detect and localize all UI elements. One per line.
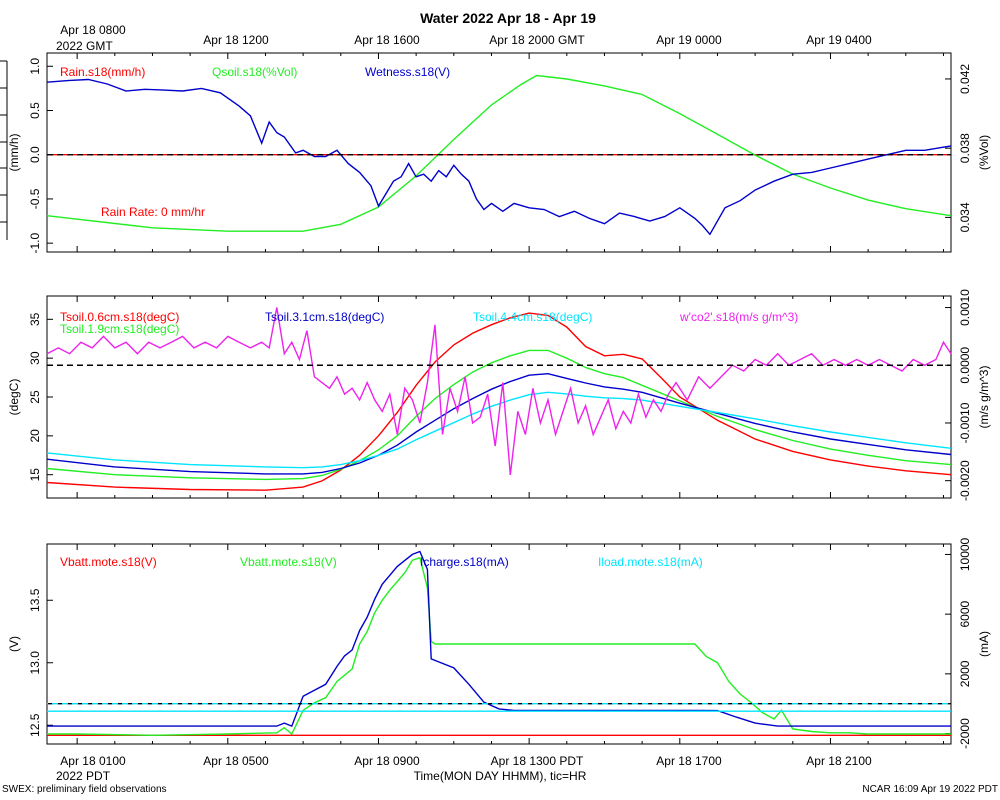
bottom-axis-label: Apr 18 1300 PDT [491,754,584,768]
y-right-tick-label: 0.042 [958,64,972,94]
legend-1: Rain.s18(mm/h) [60,65,145,79]
top-axis-label: Apr 18 0800 [60,23,126,37]
series-line-3 [47,550,951,728]
series-line-3 [46,78,952,236]
legend-2: Vbatt.mote.s18(V) [240,555,337,569]
rain-rate-annotation: Rain Rate: 0 mm/hr [101,205,205,219]
series-line-2 [46,349,952,481]
y-left-tick-label: 1.0 [28,58,42,75]
panel-frame [46,543,952,745]
y-left-tick-label: 13.5 [28,588,42,612]
y-left-tick-label: 13.0 [28,651,42,675]
y-right-tick-label: 6000 [958,600,972,627]
bottom-axis-label: Apr 18 0500 [203,754,269,768]
legend-3: Icharge.s18(mA) [420,555,509,569]
panel-frame [46,52,952,253]
panel-3: 13.5 13.0 12.5 10000 6000 2000 -2000 (V) (mA) Vba… [7,537,991,748]
legend-2: Tsoil.3.1cm.s18(degC) [265,310,384,324]
bottom-axis-label: Apr 18 1700 [656,754,722,768]
y-left-label: (V) [7,636,21,652]
footer-left: SWEX: preliminary field observations [2,784,167,795]
footer-right: NCAR 16:09 Apr 19 2022 PDT [862,784,998,795]
x-axis-label: Time(MON DAY HHMM), tic=HR [414,769,587,783]
series-line-5 [46,307,952,475]
legend-3: Tsoil.4.4cm.s18(degC) [473,310,592,324]
panel-2: 35 30 25 20 15 0.0010 0.0000 -0.0010 -0.0020 (deg… [7,289,991,501]
top-axis-label: Apr 19 0400 [806,33,872,47]
bottom-axis-label: Apr 18 2100 [806,754,872,768]
series-line-1 [46,312,952,491]
panel-frame [46,295,952,499]
y-right-tick-label: -0.0010 [958,402,972,443]
series-line-4 [46,391,952,469]
y-right-label: (m/s g/m^3) [977,366,991,429]
y-left-tick-label: 30 [28,351,42,365]
chart-title: Water 2022 Apr 18 - Apr 19 [420,10,596,26]
y-right-tick-label: -2000 [958,718,972,749]
bottom-axis-label: Apr 18 0100 [60,754,126,768]
y-right-label: (mA) [977,631,991,657]
legend-5: Tsoil.1.9cm.s18(degC) [60,322,179,336]
y-left-tick-label: 35 [28,312,42,326]
top-time-axis: Apr 18 0800 Apr 18 1200 Apr 18 1600 Apr 18 … [56,23,872,53]
y-left-tick-label: 15 [28,468,42,482]
series-line-2 [46,74,952,232]
y-right-tick-label: 10000 [958,537,972,571]
y-right-tick-label: 0.034 [958,202,972,232]
legend-3: Wetness.s18(V) [365,65,450,79]
bottom-axis-label: Apr 18 0900 [354,754,420,768]
y-left-tick-label: 20 [28,429,42,443]
y-left-tick-label: -1.0 [28,232,42,253]
top-axis-label: Apr 19 0000 [656,33,722,47]
top-axis-year-label: 2022 GMT [56,39,113,53]
y-right-tick-label: -0.0020 [958,460,972,501]
y-right-label: (%Vol) [977,135,991,170]
y-left-tick-label: 25 [28,390,42,404]
top-axis-label: Apr 18 2000 GMT [489,33,585,47]
y-right-tick-label: 0.0000 [958,347,972,384]
legend-4: Iload.mote.s18(mA) [598,555,703,569]
y-right-tick-label: 0.0010 [958,289,972,326]
legend-1: Tsoil.0.6cm.s18(degC) [60,310,179,324]
legend-1: Vbatt.mote.s18(V) [60,555,157,569]
y-left-label: (mm/h) [7,134,21,172]
bottom-time-axis: Apr 18 0100 Apr 18 0500 Apr 18 0900 Apr 18 … [56,754,872,783]
legend-2: Qsoil.s18(%Vol) [212,65,297,79]
top-axis-label: Apr 18 1200 [203,33,269,47]
legend-4: w'co2'.s18(m/s g/m^3) [679,310,798,324]
y-left-label: (degC) [7,379,21,416]
top-axis-label: Apr 18 1600 [354,33,420,47]
y-right-tick-label: 0.038 [958,133,972,163]
y-right-tick-label: 2000 [958,660,972,687]
panels: 1.0 0.5 0.0 -0.5 -1.0 0.042 0.038 0.034 (mm/h) (%… [0,52,991,749]
series-line-3 [46,372,952,475]
y-left-tick-label: 0.0 [28,146,42,163]
bottom-axis-year-label: 2022 PDT [56,769,111,783]
y-left-tick-label: 12.5 [28,713,42,737]
panel-1: 1.0 0.5 0.0 -0.5 -1.0 0.042 0.038 0.034 (mm/h) (%… [7,52,991,253]
y-left-tick-label: 0.5 [28,102,42,119]
y-left-tick-label: -0.5 [28,188,42,209]
